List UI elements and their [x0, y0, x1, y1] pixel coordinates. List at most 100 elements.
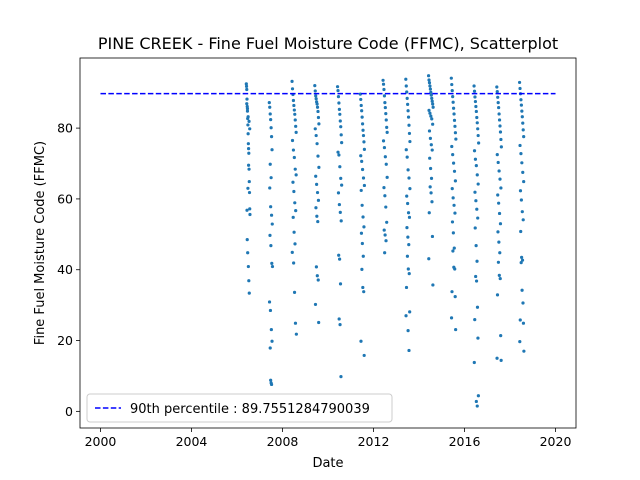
data-point [429, 191, 433, 195]
data-point [338, 257, 342, 261]
data-point [427, 211, 431, 215]
data-point [337, 253, 341, 257]
data-point [292, 189, 296, 194]
data-point [315, 142, 319, 146]
data-point [313, 89, 317, 93]
data-point [473, 226, 477, 230]
data-point [475, 207, 479, 211]
data-point [431, 122, 435, 126]
data-point [313, 302, 318, 307]
data-point [270, 264, 275, 269]
data-point [429, 176, 434, 180]
data-point [246, 147, 251, 151]
data-point [362, 183, 366, 188]
data-point [315, 102, 319, 106]
data-point [473, 190, 477, 194]
data-point [385, 175, 389, 179]
data-point [294, 124, 298, 128]
data-point [316, 154, 320, 158]
y-tick-label: 60 [57, 191, 73, 206]
data-point [450, 82, 454, 87]
data-point [359, 339, 363, 343]
data-point [407, 176, 411, 180]
data-point [474, 274, 478, 279]
data-point [431, 102, 435, 106]
data-point [246, 115, 250, 119]
data-point [360, 167, 365, 172]
data-point [248, 127, 252, 131]
data-point [360, 122, 365, 126]
data-point [473, 99, 478, 104]
data-point [338, 165, 342, 169]
data-point [385, 130, 389, 134]
data-point [268, 105, 272, 109]
x-tick-label: 2016 [449, 434, 481, 449]
data-point [245, 97, 249, 101]
data-point [406, 267, 410, 271]
data-point [383, 105, 387, 110]
data-point [246, 264, 250, 269]
data-point [358, 92, 362, 96]
data-point [498, 177, 502, 181]
data-point [453, 267, 457, 271]
data-point [315, 182, 319, 186]
data-point [269, 378, 273, 382]
data-point [313, 127, 317, 131]
data-point [292, 290, 297, 294]
data-point [408, 139, 412, 144]
data-point [269, 118, 273, 122]
data-point [450, 144, 454, 149]
data-point [450, 88, 454, 93]
legend-box [86, 393, 393, 423]
data-point [314, 97, 318, 101]
data-point [407, 242, 411, 247]
x-tick-label: 2020 [540, 434, 572, 449]
data-point [361, 133, 366, 138]
data-point [430, 117, 434, 121]
axes: 2000 2004 2008 2012 2016 2020 0 20 40 60 80 [57, 121, 571, 449]
data-point [496, 230, 500, 234]
data-points [244, 74, 526, 408]
data-point [336, 150, 340, 154]
data-point [476, 394, 480, 398]
data-point [293, 242, 297, 246]
data-point [385, 220, 389, 224]
data-point [427, 81, 432, 85]
data-point [340, 141, 344, 145]
data-point [382, 145, 387, 150]
data-point [290, 138, 295, 143]
data-point [497, 240, 501, 244]
data-point [404, 77, 408, 81]
data-point [429, 166, 433, 171]
data-point [269, 244, 273, 248]
data-point [472, 89, 477, 93]
data-point [268, 162, 272, 166]
data-point [293, 167, 297, 171]
data-point [453, 124, 457, 128]
data-point [381, 82, 386, 86]
data-point [269, 135, 274, 139]
data-point [521, 121, 525, 125]
data-point [360, 159, 364, 163]
data-point [406, 115, 411, 119]
data-point [268, 308, 273, 313]
data-point [268, 346, 272, 350]
data-point [452, 169, 457, 173]
data-point [474, 109, 478, 114]
data-point [382, 185, 386, 190]
y-tick-label: 20 [57, 333, 73, 348]
data-point [431, 283, 435, 287]
data-point [314, 133, 318, 138]
data-point [244, 84, 249, 88]
data-point [292, 108, 296, 112]
data-point [521, 128, 525, 132]
data-point [406, 109, 410, 113]
data-point [499, 358, 503, 362]
data-point [495, 85, 499, 89]
data-point [384, 118, 388, 122]
data-point [359, 154, 363, 158]
data-point [246, 163, 251, 167]
data-point [290, 79, 294, 83]
data-point [517, 80, 522, 85]
data-point [498, 222, 503, 226]
